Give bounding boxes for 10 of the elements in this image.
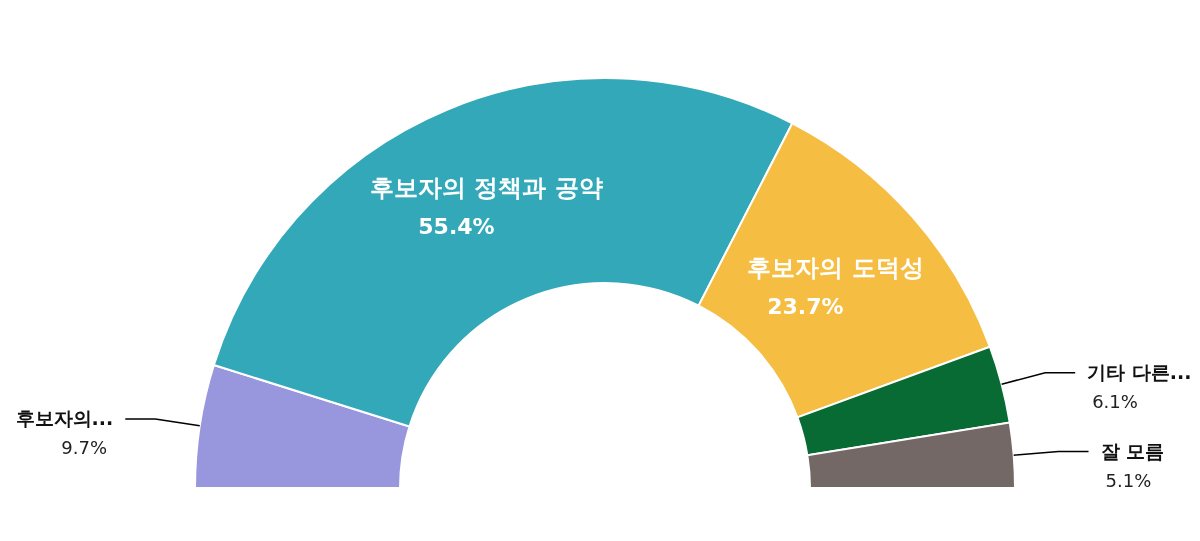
data-label: 55.4% [418,214,495,240]
slice-label: 후보자의 정책과 공약 [370,174,603,203]
data-label: 5.1% [1105,469,1152,491]
slice-label: 후보자의... [15,406,114,429]
data-label: 9.7% [61,436,108,458]
slice-label: 후보자의 도덕성 [747,254,924,283]
data-label: 23.7% [767,294,844,320]
slice-label: 잘 모름 [1100,439,1165,462]
data-label: 6.1% [1092,390,1138,412]
slice-label: 기타 다른... [1087,360,1192,383]
